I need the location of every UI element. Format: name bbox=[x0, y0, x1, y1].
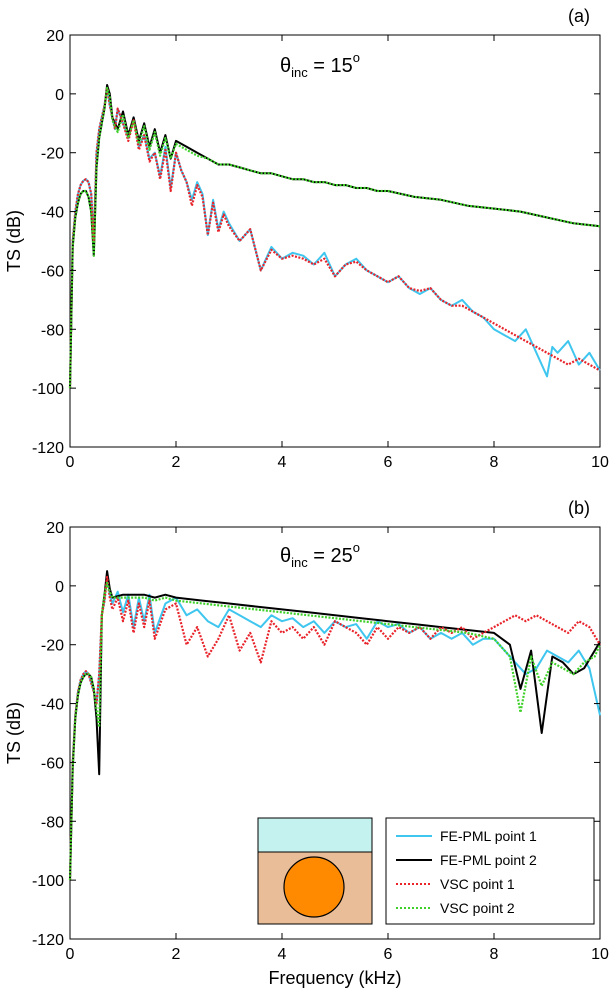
y-tick-label: -20 bbox=[41, 146, 64, 163]
y-axis-title-b: TS (dB) bbox=[4, 702, 24, 764]
legend-label-vsc-1: VSC point 1 bbox=[440, 876, 515, 892]
series-group-b bbox=[68, 570, 602, 881]
panel-b: 0 2 4 6 8 10 20 0 -20 -40 -60 -80 -100 -120 (b) TS (d… bbox=[4, 498, 609, 988]
panel-a: 0 2 4 6 8 10 20 0 -20 -40 -60 -80 -100 -120 (a) TS (d… bbox=[4, 6, 609, 471]
y-tick-label: -20 bbox=[41, 638, 64, 655]
series-line-fe-pml-point-2 bbox=[69, 570, 601, 881]
x-axis-title: Frequency (kHz) bbox=[268, 968, 401, 988]
y-tick-label: -120 bbox=[32, 440, 64, 457]
y-axis-title-a: TS (dB) bbox=[4, 210, 24, 272]
x-tick-label: 8 bbox=[490, 946, 499, 963]
x-tick-label: 8 bbox=[490, 454, 499, 471]
y-tick-label: 20 bbox=[46, 520, 64, 537]
y-tick-label: -40 bbox=[41, 205, 64, 222]
series-line-vsc-point-1 bbox=[68, 575, 601, 881]
x-tick-label: 10 bbox=[591, 454, 609, 471]
x-tick-label: 6 bbox=[384, 454, 393, 471]
annotation-b: θinc = 25o bbox=[280, 540, 360, 570]
y-tick-label: 0 bbox=[55, 87, 64, 104]
x-tick-label: 6 bbox=[384, 946, 393, 963]
x-tick-label: 0 bbox=[66, 454, 75, 471]
series-line-fe-pml-point-1 bbox=[69, 573, 601, 881]
y-tick-label: -100 bbox=[32, 873, 64, 890]
y-tick-label: 0 bbox=[55, 579, 64, 596]
y-tick-label: -100 bbox=[32, 381, 64, 398]
series-line-vsc-point-2 bbox=[68, 86, 601, 389]
annotation-a: θinc = 15o bbox=[280, 50, 360, 80]
y-tick-label: -60 bbox=[41, 263, 64, 280]
series-line-vsc-point-2 bbox=[68, 581, 602, 881]
x-tick-label: 4 bbox=[278, 454, 287, 471]
legend-label-vsc-2: VSC point 2 bbox=[440, 900, 515, 916]
y-tick-label: -80 bbox=[41, 814, 64, 831]
panel-label-a: (a) bbox=[568, 6, 590, 26]
x-tick-label: 0 bbox=[66, 946, 75, 963]
inset-scatterer-circle bbox=[283, 856, 345, 918]
plot-area-a bbox=[69, 34, 601, 448]
x-tick-label: 2 bbox=[172, 946, 181, 963]
y-tick-label: -60 bbox=[41, 755, 64, 772]
series-group-a bbox=[68, 84, 601, 389]
ticks-b: 0 2 4 6 8 10 20 0 -20 -40 -60 -80 -100 -120 bbox=[32, 520, 609, 963]
panel-label-b: (b) bbox=[568, 498, 590, 518]
y-tick-label: -80 bbox=[41, 322, 64, 339]
legend-label-fe-pml-1: FE-PML point 1 bbox=[440, 828, 537, 844]
legend: FE-PML point 1 FE-PML point 2 VSC point … bbox=[385, 817, 595, 925]
x-tick-label: 4 bbox=[278, 946, 287, 963]
legend-label-fe-pml-2: FE-PML point 2 bbox=[440, 852, 537, 868]
x-tick-label: 10 bbox=[591, 946, 609, 963]
x-tick-label: 2 bbox=[172, 454, 181, 471]
y-tick-label: -40 bbox=[41, 697, 64, 714]
y-tick-label: -120 bbox=[32, 932, 64, 949]
inset-fluid-layer bbox=[257, 817, 373, 853]
inset-schematic bbox=[257, 817, 373, 925]
ticks-a: 0 2 4 6 8 10 20 0 -20 -40 -60 -80 -100 -120 bbox=[32, 28, 609, 471]
y-tick-label: 20 bbox=[46, 28, 64, 45]
